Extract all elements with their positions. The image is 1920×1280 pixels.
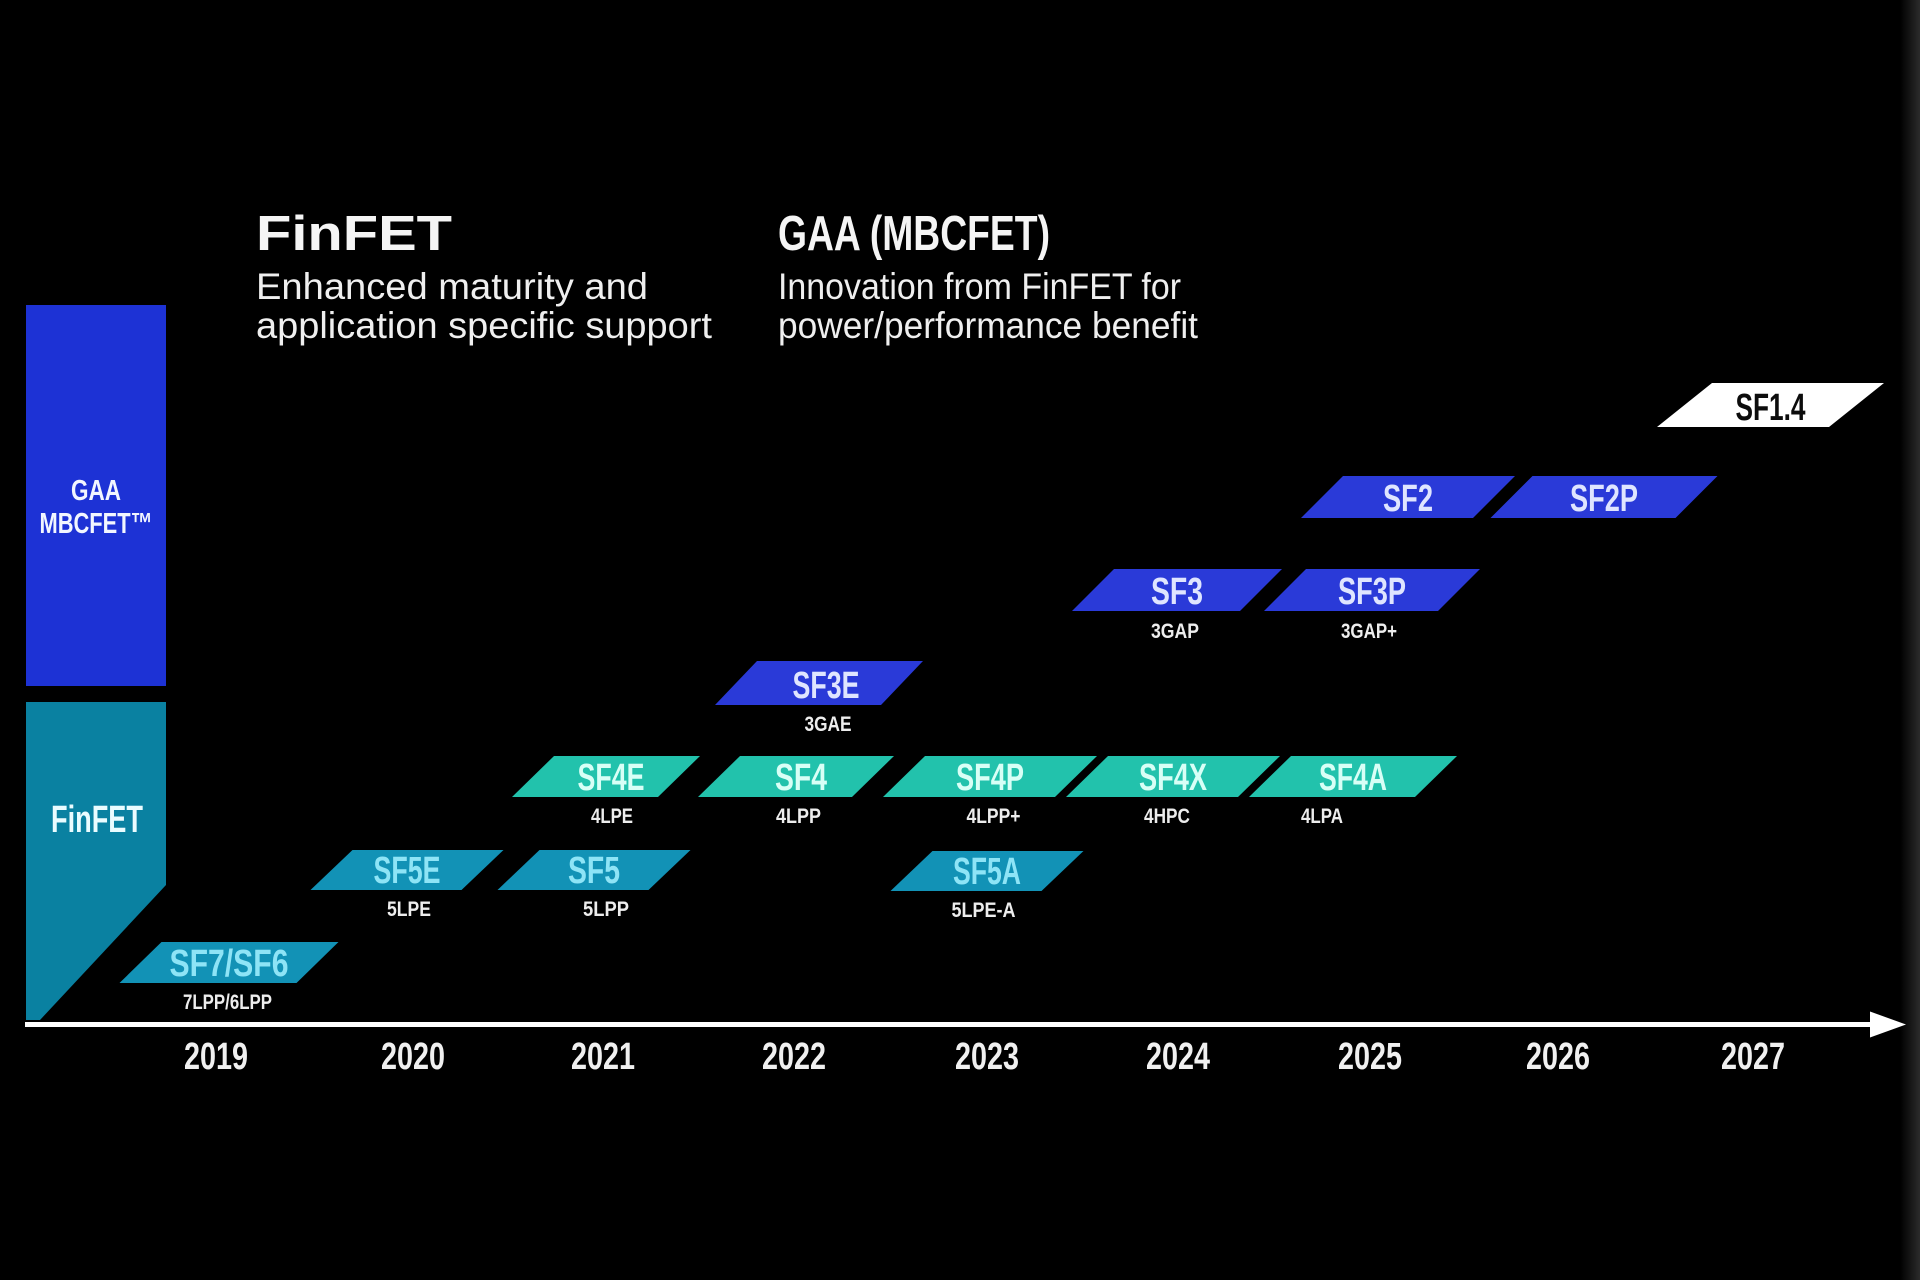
svg-text:SF3E: SF3E (793, 665, 860, 707)
svg-text:SF4: SF4 (775, 757, 827, 799)
svg-text:SF4E: SF4E (578, 757, 645, 799)
svg-text:3GAE: 3GAE (805, 713, 852, 736)
svg-text:MBCFET™: MBCFET™ (40, 508, 153, 540)
svg-text:SF5A: SF5A (953, 851, 1021, 893)
svg-text:2025: 2025 (1338, 1036, 1402, 1078)
svg-text:2023: 2023 (955, 1036, 1019, 1078)
svg-text:4LPA: 4LPA (1301, 805, 1343, 828)
svg-text:GAA (MBCFET): GAA (MBCFET) (778, 207, 1050, 261)
svg-text:5LPP: 5LPP (583, 898, 629, 921)
svg-text:3GAP+: 3GAP+ (1341, 620, 1397, 643)
svg-text:7LPP/6LPP: 7LPP/6LPP (183, 991, 272, 1014)
svg-text:SF5: SF5 (568, 850, 620, 892)
svg-text:2022: 2022 (762, 1036, 826, 1078)
svg-text:5LPE: 5LPE (387, 898, 431, 921)
svg-text:power/performance benefit: power/performance benefit (778, 305, 1199, 346)
svg-text:SF4A: SF4A (1319, 757, 1387, 799)
svg-text:SF3: SF3 (1151, 571, 1203, 613)
svg-text:2026: 2026 (1526, 1036, 1590, 1078)
svg-text:3GAP: 3GAP (1151, 620, 1199, 643)
svg-text:2019: 2019 (184, 1036, 248, 1078)
svg-text:4LPP: 4LPP (776, 805, 821, 828)
svg-text:SF2P: SF2P (1570, 478, 1638, 520)
svg-text:Enhanced maturity and: Enhanced maturity and (256, 266, 648, 307)
svg-text:SF5E: SF5E (374, 850, 441, 892)
svg-text:5LPE-A: 5LPE-A (952, 899, 1016, 922)
svg-text:GAA: GAA (71, 475, 121, 507)
svg-text:FinFET: FinFET (51, 799, 143, 841)
svg-text:2021: 2021 (571, 1036, 635, 1078)
svg-text:4LPP+: 4LPP+ (967, 805, 1021, 828)
svg-text:2027: 2027 (1721, 1036, 1785, 1078)
svg-text:SF4X: SF4X (1139, 757, 1207, 799)
svg-text:Innovation from FinFET for: Innovation from FinFET for (778, 266, 1181, 307)
svg-text:2020: 2020 (381, 1036, 445, 1078)
svg-text:application specific support: application specific support (256, 305, 713, 346)
svg-text:SF4P: SF4P (956, 757, 1024, 799)
svg-text:SF3P: SF3P (1338, 571, 1406, 613)
svg-text:SF1.4: SF1.4 (1736, 387, 1806, 429)
svg-text:4HPC: 4HPC (1144, 805, 1190, 828)
svg-text:FinFET: FinFET (256, 207, 452, 261)
svg-text:SF2: SF2 (1383, 478, 1433, 520)
svg-text:2024: 2024 (1146, 1036, 1210, 1078)
svg-text:SF7/SF6: SF7/SF6 (170, 943, 289, 985)
svg-text:4LPE: 4LPE (591, 805, 633, 828)
